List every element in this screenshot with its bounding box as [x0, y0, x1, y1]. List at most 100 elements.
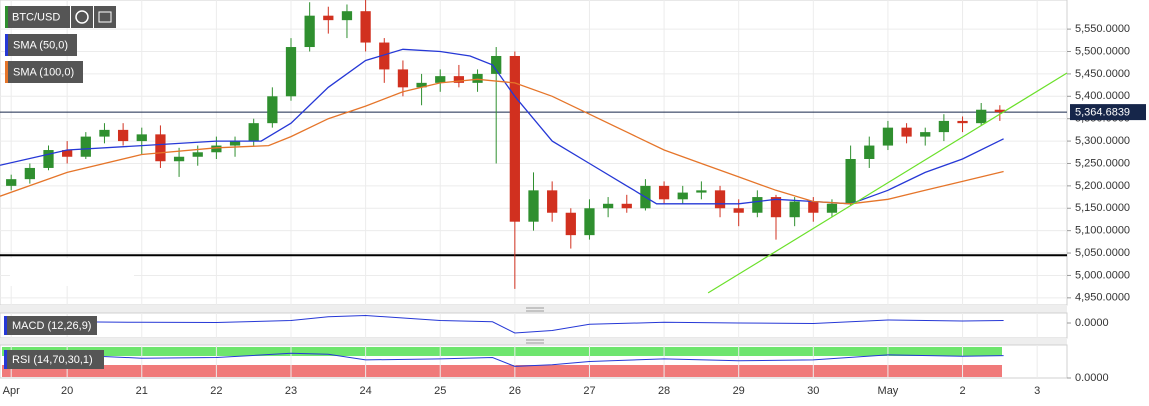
candle-body	[136, 134, 147, 142]
macd-panel	[0, 312, 1068, 339]
candle-body	[80, 136, 91, 157]
candle-body	[789, 201, 800, 218]
candle-body	[920, 132, 931, 137]
rsi-oversold-band	[2, 365, 1002, 377]
sma100-box[interactable]	[5, 61, 83, 83]
candle-body	[714, 190, 726, 209]
y-tick-label: 0.0000	[1075, 372, 1109, 384]
candle-body	[882, 127, 894, 146]
candle-body	[864, 145, 875, 159]
macd-label: MACD (12,26,9)	[12, 320, 91, 332]
candle-body	[976, 109, 987, 124]
trend-line	[707, 72, 1068, 294]
candle-body	[994, 109, 1005, 113]
macd-marker	[4, 316, 7, 335]
candle-body	[155, 134, 166, 162]
candle-body	[770, 197, 782, 218]
candle-body	[416, 82, 427, 88]
blank-box	[10, 258, 134, 286]
sma50-marker	[5, 34, 8, 56]
plot-layer	[0, 0, 1068, 378]
sma50-box[interactable]	[5, 34, 77, 56]
x-tick-label: 28	[658, 385, 670, 397]
candle-body	[6, 179, 17, 186]
candle-body	[602, 203, 614, 209]
candle-body	[472, 73, 483, 83]
legend: BTC/USD SMA (50,0) SMA (100,0) MACD (12,…	[4, 6, 116, 369]
x-tick-label: 3	[1034, 385, 1040, 397]
x-tick-label: Apr	[3, 385, 20, 397]
y-tick-label: 5,150.0000	[1075, 202, 1130, 214]
settings-button[interactable]	[94, 6, 116, 28]
candle-body	[304, 15, 315, 48]
indicator-line	[11, 352, 1004, 367]
candle-body	[397, 69, 409, 88]
rsi-label: RSI (14,70,30,1)	[12, 354, 93, 366]
candle-body	[379, 42, 390, 70]
candle-body	[323, 15, 334, 21]
x-tick-label: 21	[136, 385, 148, 397]
candle-body	[117, 129, 129, 142]
sma100-label: SMA (100,0)	[13, 66, 74, 78]
candle-body	[491, 55, 502, 74]
y-tick-label: 5,500.0000	[1075, 45, 1130, 57]
candle-body	[808, 201, 819, 213]
candle-body	[192, 152, 203, 157]
candle-body	[845, 158, 856, 204]
symbol-marker	[5, 6, 8, 28]
x-tick-label: 20	[61, 385, 73, 397]
candle-body	[826, 203, 838, 213]
y-tick-label: 5,550.0000	[1075, 23, 1130, 35]
settings-icon	[98, 11, 112, 23]
candle-body	[248, 123, 259, 142]
candle-body	[621, 203, 632, 209]
y-tick-label: 0.0000	[1075, 317, 1109, 329]
candle-body	[341, 11, 353, 21]
x-tick-label: 2	[959, 385, 965, 397]
x-tick-label: 24	[359, 385, 371, 397]
candle-body	[528, 190, 539, 222]
price-panel	[0, 0, 1068, 306]
x-tick-label: 23	[285, 385, 297, 397]
candle-body	[99, 129, 110, 137]
y-tick-label: 5,000.0000	[1075, 269, 1130, 281]
rsi-box[interactable]	[4, 350, 104, 369]
candle-body	[658, 185, 670, 200]
x-tick-label: 25	[434, 385, 446, 397]
y-tick-label: 5,400.0000	[1075, 90, 1130, 102]
candle-body	[752, 197, 763, 213]
candle-body	[24, 167, 35, 180]
candle-body	[229, 141, 241, 146]
candle-body	[360, 11, 371, 43]
symbol-box[interactable]	[5, 6, 70, 28]
candle-body	[211, 145, 222, 153]
macd-box[interactable]	[4, 316, 97, 335]
sma50-label: SMA (50,0)	[13, 39, 68, 51]
symbol-label: BTC/USD	[12, 11, 60, 23]
y-tick-label: 5,450.0000	[1075, 68, 1130, 80]
candle-body	[173, 156, 185, 162]
sma-line	[0, 78, 1004, 205]
x-tick-label: May	[878, 385, 899, 397]
x-tick-label: 26	[509, 385, 521, 397]
sma100-marker	[5, 61, 8, 83]
rsi-overbought-band	[2, 347, 1002, 356]
refresh-button[interactable]	[71, 6, 93, 28]
rsi-marker	[4, 350, 7, 369]
y-tick-label: 5,100.0000	[1075, 225, 1130, 237]
x-tick-label: 27	[583, 385, 595, 397]
candle-body	[267, 96, 278, 124]
separator	[0, 305, 1067, 313]
candle-body	[547, 190, 558, 213]
y-tick-label: 5,200.0000	[1075, 180, 1130, 192]
candle-body	[285, 47, 297, 97]
refresh-icon	[75, 10, 89, 24]
y-tick-label: 4,950.0000	[1075, 292, 1130, 304]
indicator-line	[11, 314, 1004, 334]
candle-body	[43, 150, 54, 168]
y-tick-label: 5,050.0000	[1075, 247, 1130, 259]
y-tick-label: 5,300.0000	[1075, 135, 1130, 147]
candle-body	[509, 55, 520, 222]
separator	[0, 338, 1067, 345]
candle-body	[565, 212, 576, 236]
